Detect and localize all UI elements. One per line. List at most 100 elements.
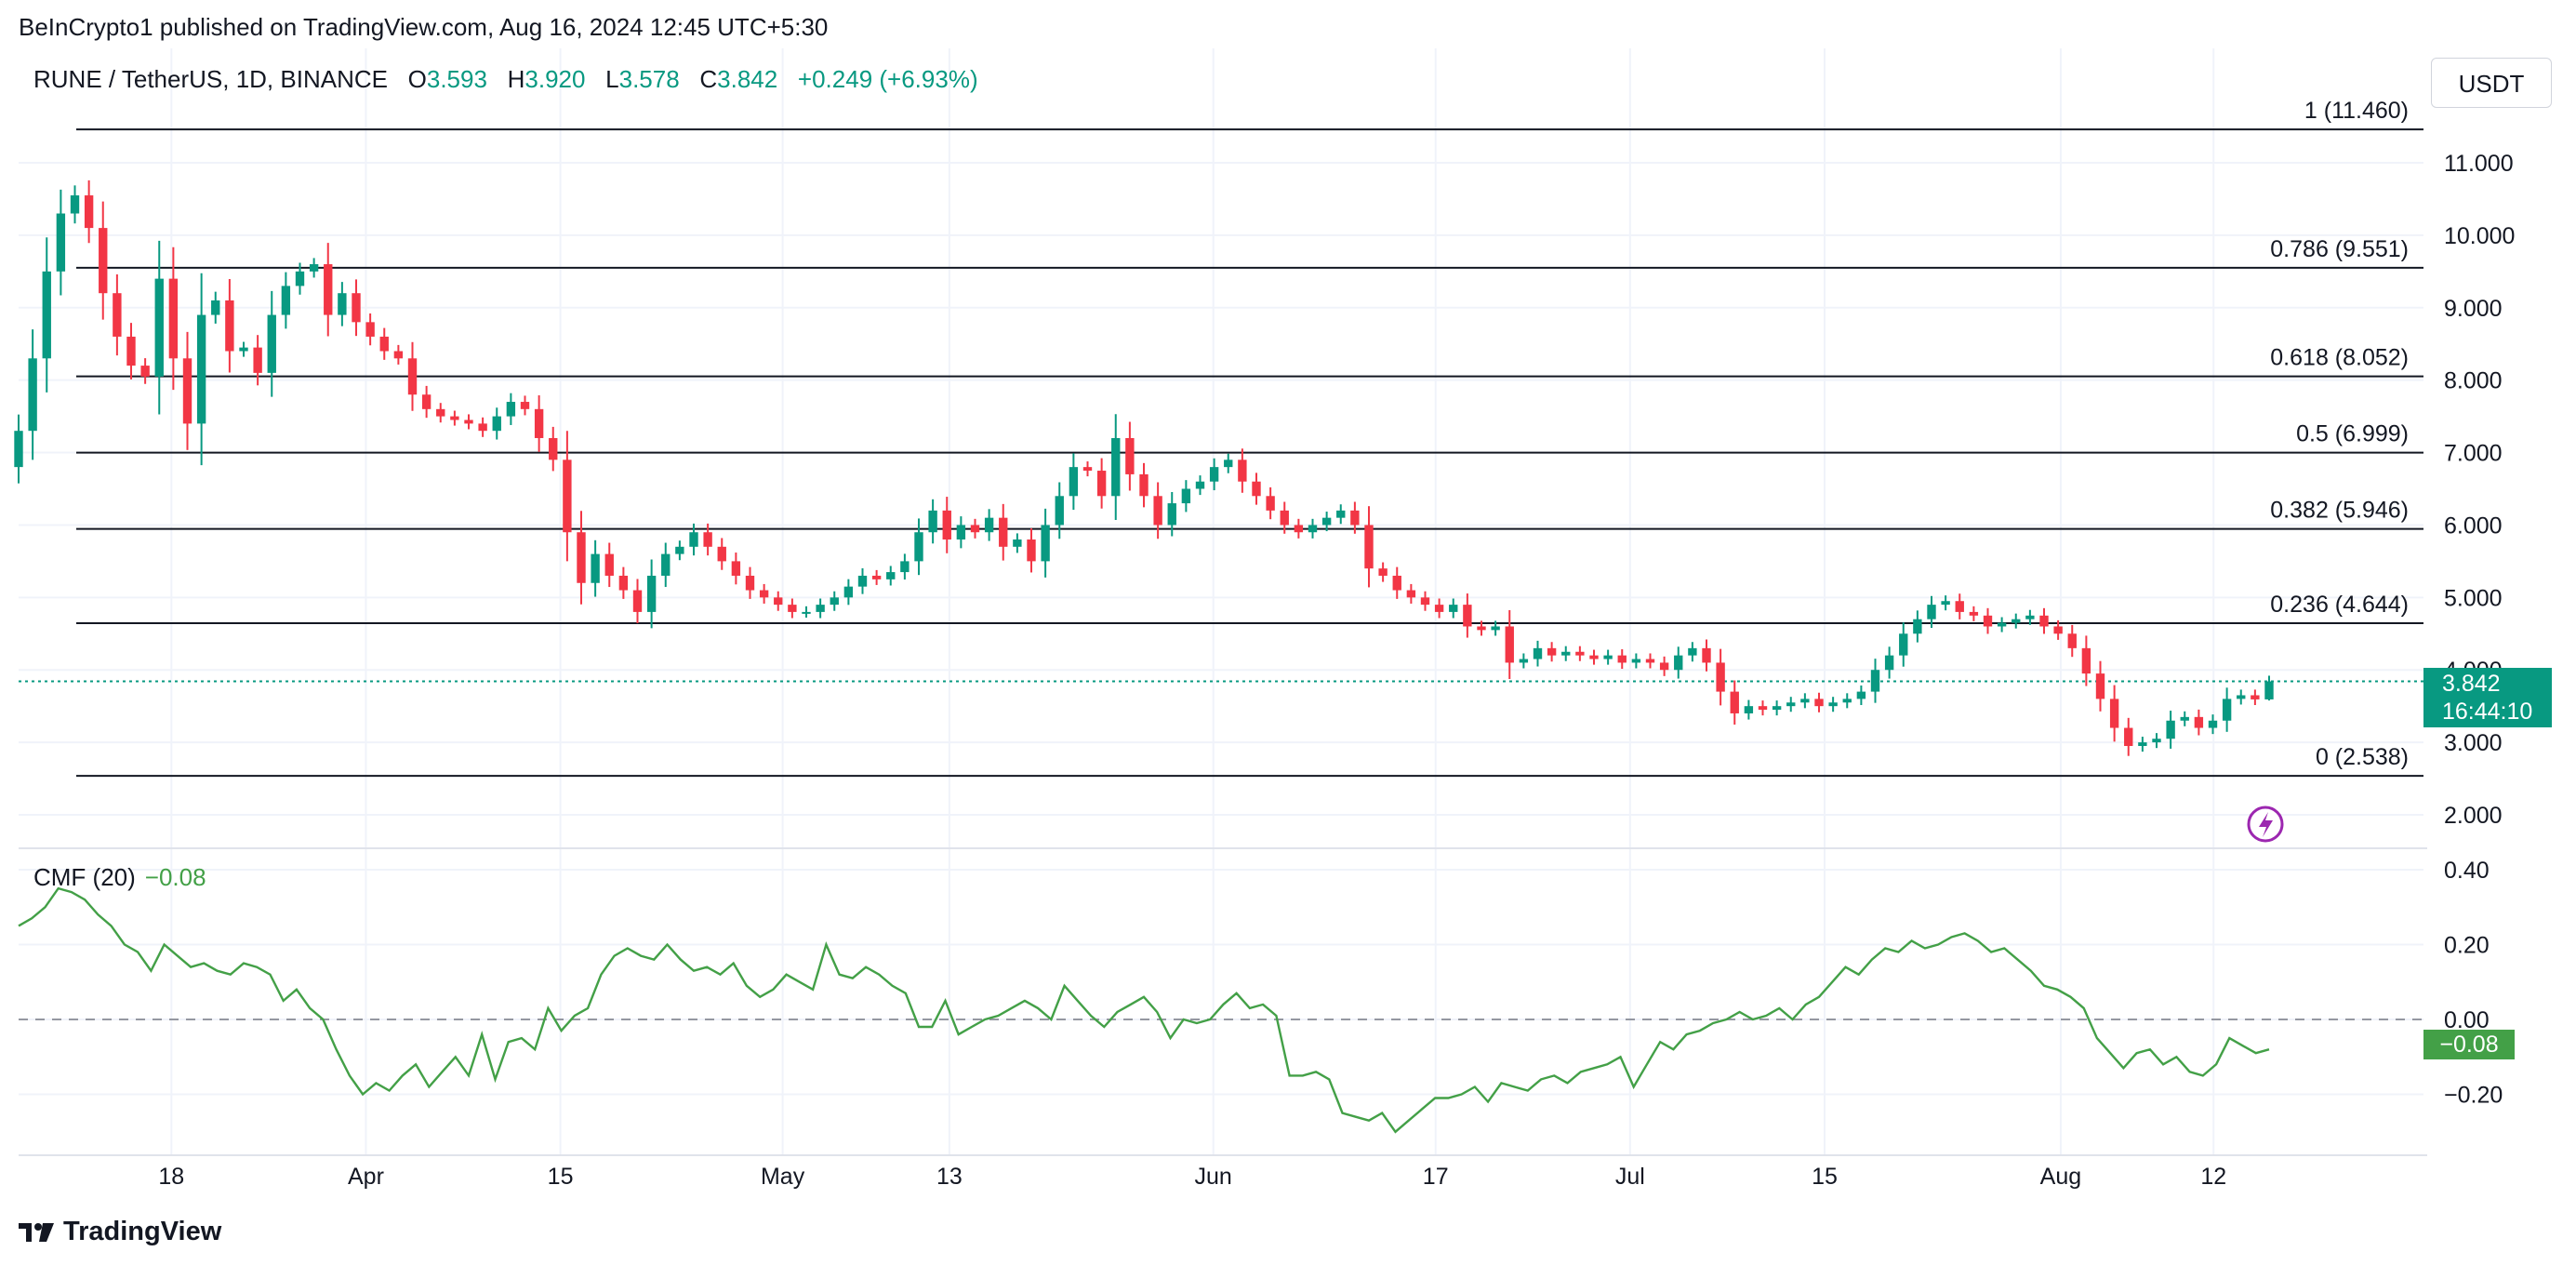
- candle-body: [1041, 525, 1050, 562]
- candle-body: [1617, 655, 1627, 663]
- candle: [1561, 646, 1571, 661]
- candle: [1941, 595, 1950, 611]
- candle-body: [393, 351, 404, 359]
- candle-body: [1082, 467, 1093, 472]
- candle: [1013, 533, 1022, 553]
- publisher-text: BeInCrypto1 published on TradingView.com…: [19, 13, 829, 41]
- candle: [2166, 711, 2175, 749]
- candle: [126, 323, 136, 380]
- candle-body: [745, 575, 755, 591]
- candle: [1209, 458, 1219, 491]
- candle-body: [464, 419, 473, 424]
- candle-body: [1463, 605, 1472, 627]
- candle-body: [843, 586, 854, 598]
- candle-body: [1224, 459, 1233, 468]
- price-tick-label: 10.000: [2444, 223, 2515, 249]
- candle-body: [1139, 473, 1149, 497]
- candle: [2208, 714, 2218, 735]
- candle-body: [1294, 525, 1304, 533]
- candle-body: [1870, 670, 1880, 692]
- candle-body: [661, 553, 671, 576]
- alert-icon[interactable]: [2247, 806, 2284, 843]
- candle: [1491, 620, 1500, 636]
- candle-body: [774, 597, 783, 606]
- price-tick-label: 7.000: [2444, 441, 2503, 467]
- candle-body: [379, 336, 389, 352]
- candle-body: [2251, 695, 2260, 699]
- candle: [774, 591, 783, 611]
- candle: [1997, 617, 2007, 632]
- candle: [1631, 653, 1641, 669]
- currency-button[interactable]: USDT: [2431, 58, 2552, 108]
- candle: [1350, 501, 1360, 534]
- candle: [1308, 518, 1318, 539]
- candle: [1069, 453, 1079, 511]
- candle: [2138, 737, 2147, 752]
- candle-body: [577, 532, 586, 583]
- candle: [1055, 482, 1064, 539]
- candle-body: [1969, 611, 1979, 616]
- candle-body: [2208, 720, 2218, 728]
- time-axis[interactable]: 18 Apr 15 May 13 Jun 17 Jul 15 Aug 12: [158, 1164, 2226, 1190]
- candle-body: [1659, 662, 1669, 671]
- cmf-legend[interactable]: CMF (20) −0.08: [33, 863, 206, 892]
- candle-body: [788, 605, 797, 612]
- candle: [843, 579, 854, 606]
- candle: [1224, 453, 1233, 473]
- candle-body: [1364, 525, 1374, 569]
- candle-body: [759, 590, 769, 598]
- candle: [871, 569, 882, 585]
- candle-body: [618, 575, 629, 591]
- candle: [1463, 593, 1472, 638]
- cmf-axis[interactable]: 0.40 0.20 0.00 −0.20: [2444, 858, 2503, 1109]
- candle: [1027, 527, 1036, 573]
- price-tick-label: 5.000: [2444, 585, 2503, 611]
- candle: [1181, 480, 1191, 513]
- candle: [703, 523, 712, 556]
- candle-body: [1449, 605, 1458, 612]
- candle-body: [1941, 601, 1950, 606]
- candle: [2124, 717, 2133, 756]
- tradingview-logo-icon: [19, 1222, 54, 1242]
- candle: [1688, 642, 1697, 662]
- candle-body: [1645, 659, 1655, 663]
- candle: [1730, 680, 1739, 726]
- candle: [1716, 648, 1725, 706]
- candle: [1589, 649, 1599, 665]
- candle: [984, 509, 994, 541]
- candle-body: [1027, 539, 1036, 562]
- candle-body: [239, 347, 248, 352]
- candle: [618, 566, 629, 599]
- time-tick-label: Jun: [1195, 1164, 1232, 1190]
- time-tick-label: May: [761, 1164, 805, 1190]
- candle: [253, 335, 262, 386]
- cmf-legend-value: −0.08: [144, 863, 206, 891]
- candle-body: [1730, 691, 1739, 713]
- candle: [1744, 699, 1754, 720]
- candle: [956, 516, 966, 549]
- candle: [1125, 421, 1135, 491]
- candle-body: [646, 575, 657, 612]
- candle: [717, 538, 726, 570]
- candle-body: [407, 358, 418, 395]
- candle-body: [520, 402, 530, 409]
- candle: [1321, 512, 1332, 532]
- candle-body: [1336, 510, 1346, 518]
- candle-body: [1266, 496, 1275, 511]
- symbol-title[interactable]: RUNE / TetherUS, 1D, BINANCE: [33, 65, 388, 93]
- cmf-value-tag: −0.08: [2423, 1030, 2515, 1059]
- candle: [154, 240, 164, 415]
- candle-body: [1238, 459, 1247, 482]
- candle-body: [99, 228, 108, 294]
- candle-body: [1055, 496, 1064, 526]
- fibonacci-retracement[interactable]: 1 (11.460) 0.786 (9.551) 0.618 (8.052) 0.5 …: [76, 98, 2423, 778]
- candle: [1814, 692, 1824, 712]
- candle-body: [56, 213, 66, 272]
- candle: [1702, 639, 1711, 672]
- candle: [196, 273, 206, 466]
- candle-body: [689, 532, 698, 547]
- fib-level-label: 0.236 (4.644): [2270, 592, 2409, 618]
- candle-body: [492, 416, 501, 432]
- tradingview-logo[interactable]: TradingView: [19, 1217, 221, 1247]
